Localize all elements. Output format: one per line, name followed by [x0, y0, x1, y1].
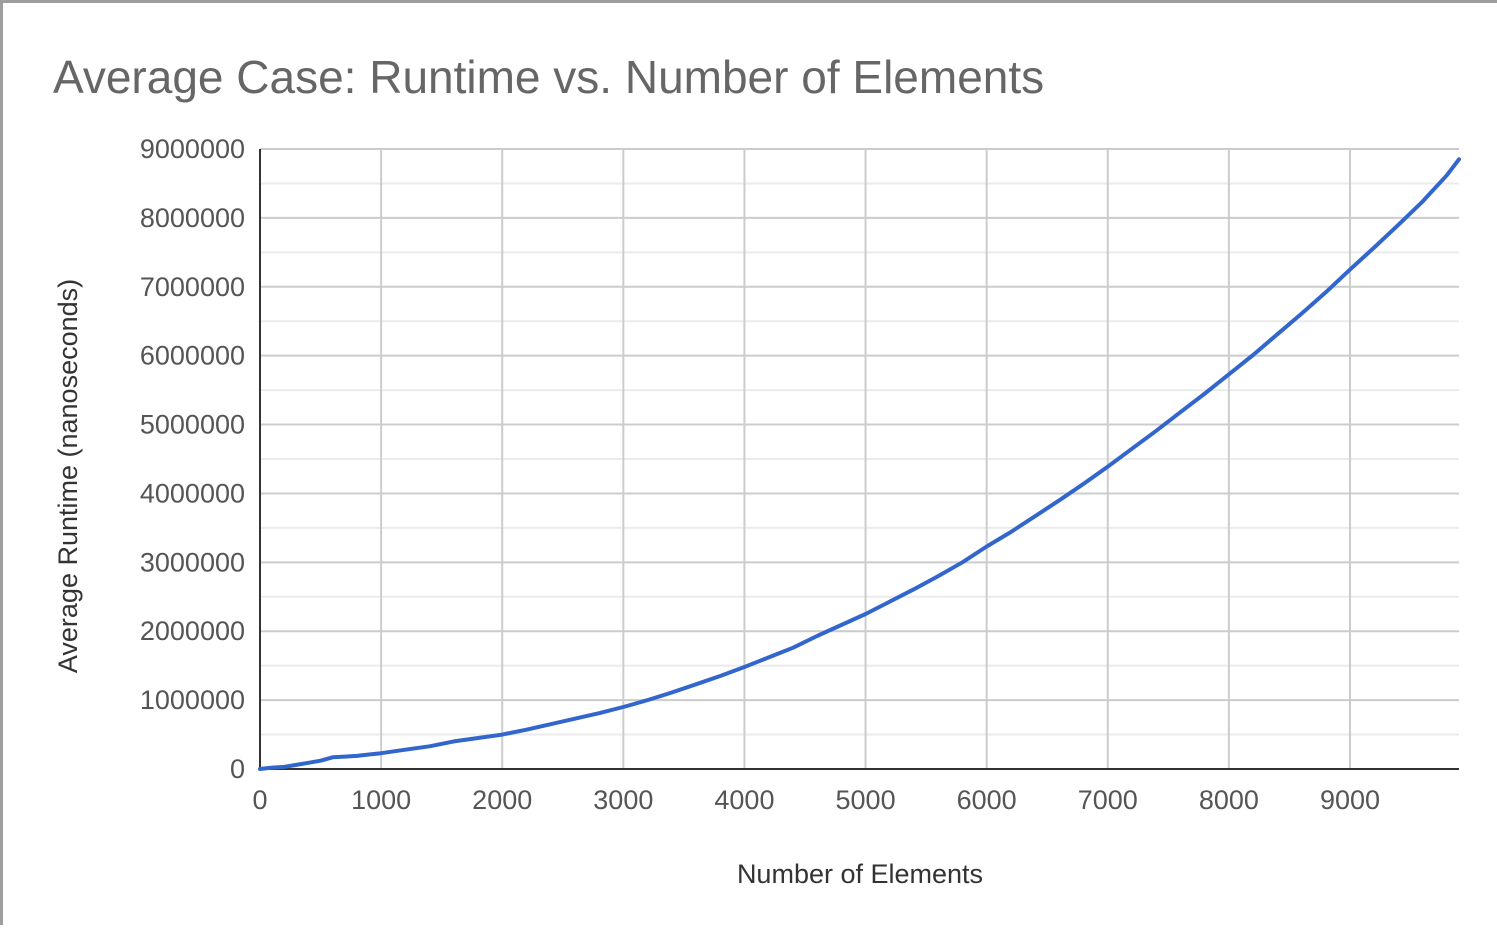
series-line: [258, 157, 1461, 771]
x-tick-label: 7000: [1078, 785, 1138, 815]
y-tick-label: 2000000: [140, 616, 245, 646]
y-tick-label: 3000000: [140, 547, 245, 577]
y-tick-label: 6000000: [140, 341, 245, 371]
x-tick-label: 9000: [1320, 785, 1380, 815]
axes: [259, 149, 1459, 770]
y-tick-label: 4000000: [140, 478, 245, 508]
x-tick-label: 5000: [836, 785, 896, 815]
x-tick-label: 2000: [472, 785, 532, 815]
x-axis-title: Number of Elements: [737, 859, 983, 889]
x-tick-label: 3000: [593, 785, 653, 815]
grid-lines: [260, 148, 1459, 769]
y-tick-label: 0: [230, 754, 245, 784]
x-tick-label: 4000: [714, 785, 774, 815]
y-axis-title: Average Runtime (nanoseconds): [53, 279, 83, 673]
y-tick-label: 1000000: [140, 685, 245, 715]
x-tick-labels: 0 1000 2000 3000 4000 5000 6000 7000 8000 9000: [252, 785, 1380, 815]
y-tick-label: 5000000: [140, 410, 245, 440]
x-tick-label: 6000: [957, 785, 1017, 815]
chart-title: Average Case: Runtime vs. Number of Elem…: [53, 51, 1044, 103]
x-tick-label: 8000: [1199, 785, 1259, 815]
y-tick-label: 8000000: [140, 203, 245, 233]
series-group: [258, 157, 1461, 771]
y-tick-labels: 0 1000000 2000000 3000000 4000000 5000000 6000…: [140, 134, 245, 784]
x-tick-label: 0: [252, 785, 267, 815]
chart-svg: Average Case: Runtime vs. Number of Elem…: [53, 51, 1461, 889]
y-tick-label: 7000000: [140, 272, 245, 302]
x-tick-label: 1000: [351, 785, 411, 815]
y-tick-label: 9000000: [140, 134, 245, 164]
